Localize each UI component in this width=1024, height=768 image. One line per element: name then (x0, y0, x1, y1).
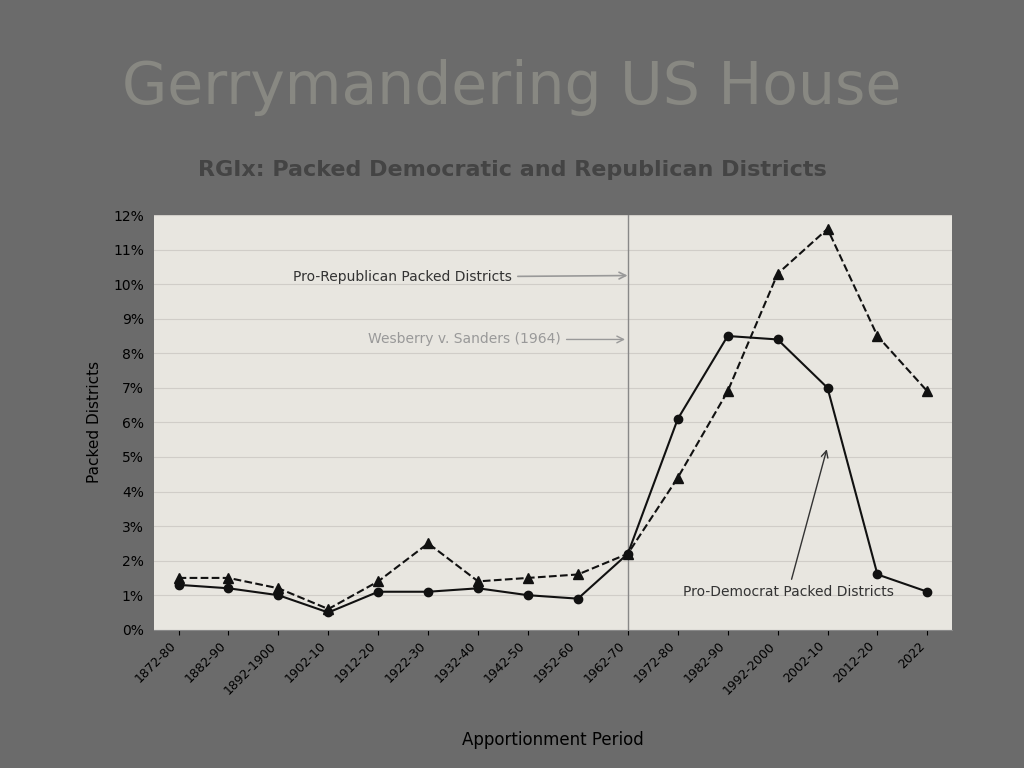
Text: Gerrymandering US House: Gerrymandering US House (122, 59, 902, 116)
X-axis label: Apportionment Period: Apportionment Period (462, 731, 644, 750)
Text: Pro-Republican Packed Districts: Pro-Republican Packed Districts (293, 270, 626, 284)
Text: Pro-Democrat Packed Districts: Pro-Democrat Packed Districts (683, 451, 894, 599)
Text: Wesberry v. Sanders (1964): Wesberry v. Sanders (1964) (369, 333, 624, 346)
Text: RGIx: Packed Democratic and Republican Districts: RGIx: Packed Democratic and Republican D… (198, 161, 826, 180)
Y-axis label: Packed Districts: Packed Districts (87, 361, 102, 484)
